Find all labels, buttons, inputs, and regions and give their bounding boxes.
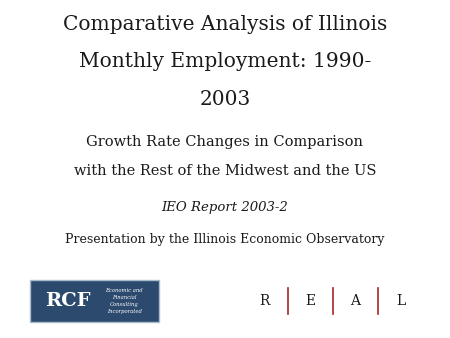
Text: RCF: RCF (45, 292, 90, 310)
Text: Presentation by the Illinois Economic Observatory: Presentation by the Illinois Economic Ob… (65, 233, 385, 246)
Text: R: R (259, 294, 270, 308)
Text: Comparative Analysis of Illinois: Comparative Analysis of Illinois (63, 15, 387, 34)
Text: Growth Rate Changes in Comparison: Growth Rate Changes in Comparison (86, 135, 364, 149)
Text: 2003: 2003 (199, 90, 251, 108)
Text: Monthly Employment: 1990-: Monthly Employment: 1990- (79, 52, 371, 71)
Text: A: A (350, 294, 360, 308)
Text: E: E (306, 294, 316, 308)
Text: IEO Report 2003-2: IEO Report 2003-2 (162, 201, 288, 214)
Text: L: L (397, 294, 406, 308)
FancyBboxPatch shape (30, 280, 159, 322)
Text: with the Rest of the Midwest and the US: with the Rest of the Midwest and the US (74, 164, 376, 178)
Text: Economic and
Financial
Consulting
Incorporated: Economic and Financial Consulting Incorp… (105, 288, 143, 314)
